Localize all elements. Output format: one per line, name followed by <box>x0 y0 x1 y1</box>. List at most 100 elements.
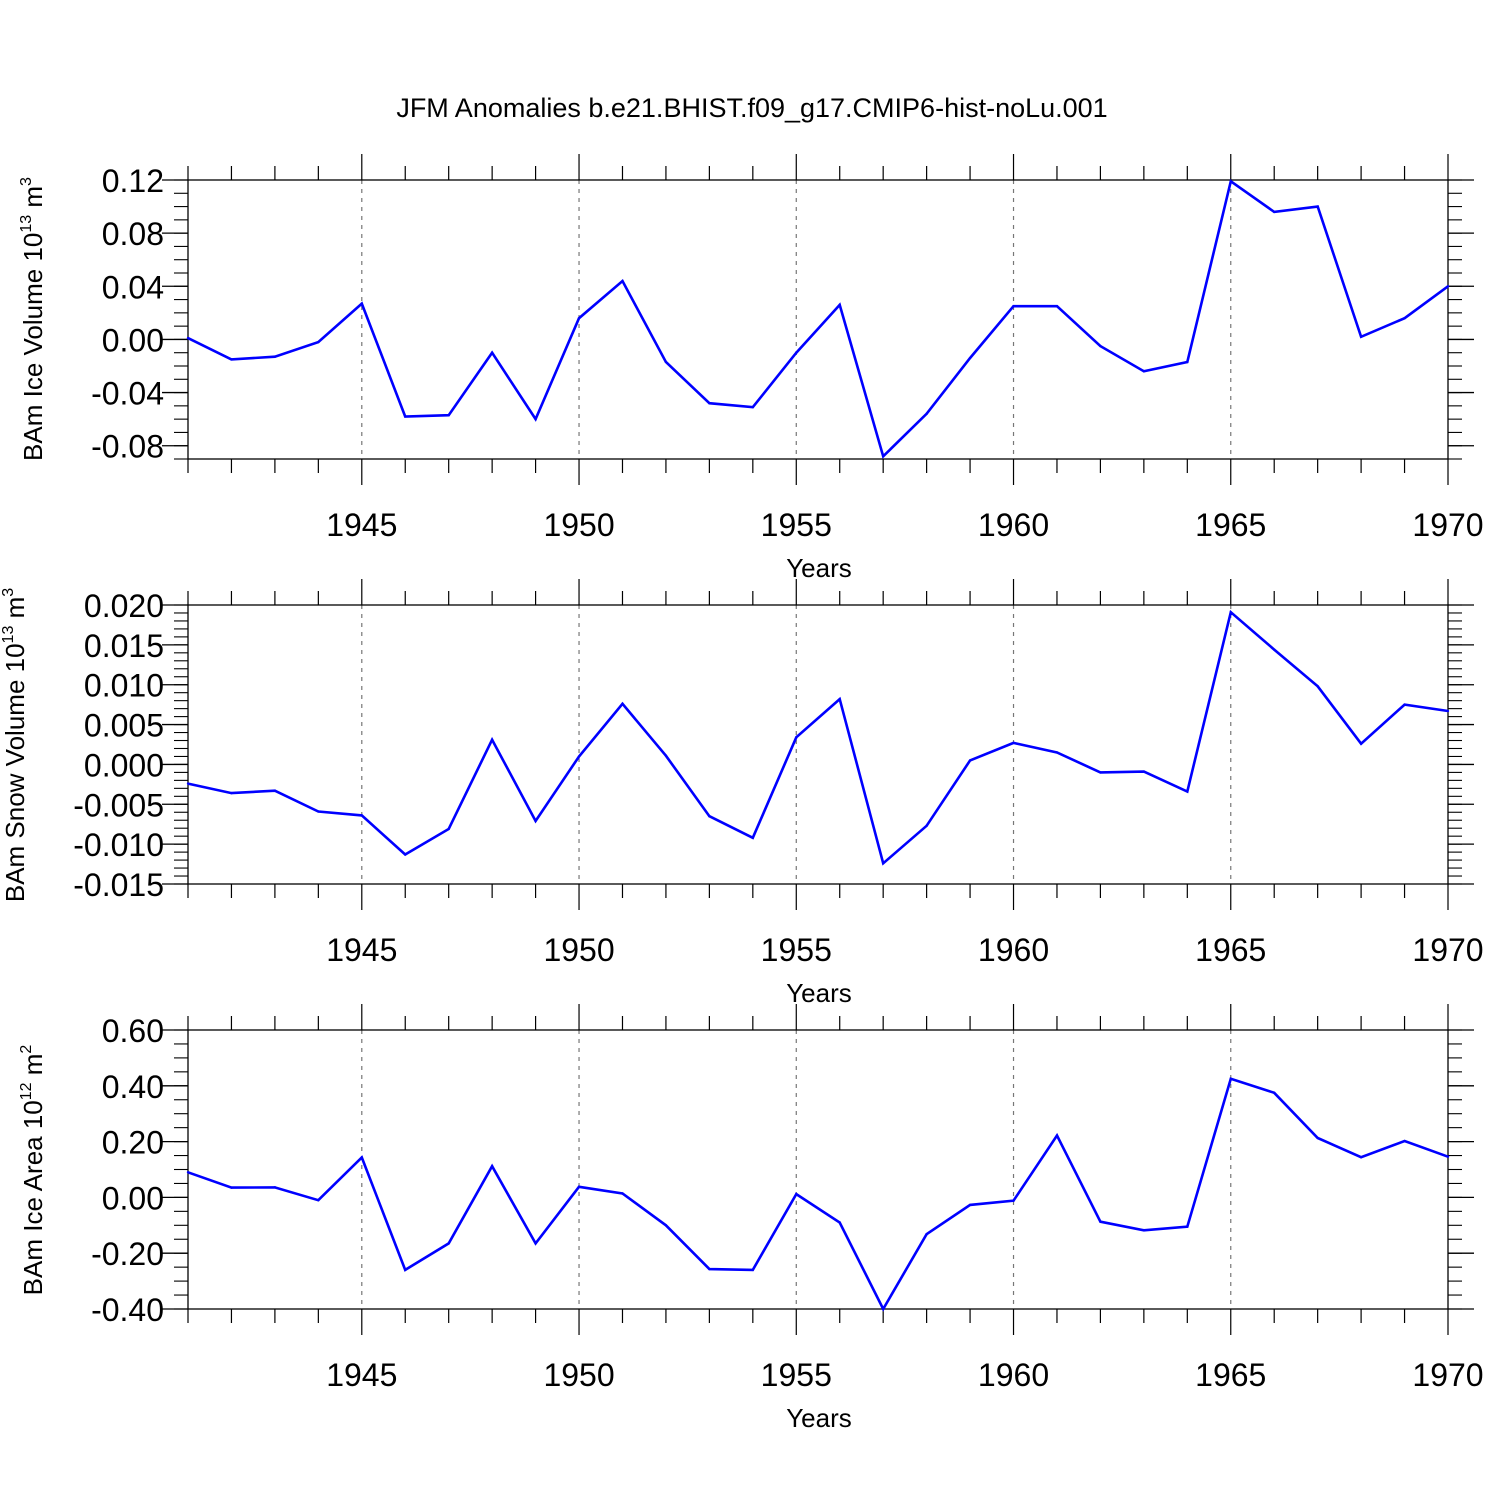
panel-snow-volume-data-point <box>534 819 537 823</box>
panel-ice-area-data-point <box>1012 1199 1015 1202</box>
panel-ice-area-data-point <box>838 1221 841 1224</box>
panel-snow-volume-xtick-label: 1970 <box>1412 932 1483 968</box>
panel-ice-area-data-point <box>621 1192 624 1195</box>
panel-snow-volume-data-point <box>1142 770 1146 773</box>
panel-ice-volume-data-point <box>795 351 798 354</box>
panel-ice-volume-xtick-label: 1955 <box>761 507 832 543</box>
panel-snow-volume-data-point <box>447 827 450 831</box>
panel-ice-area-data-point <box>273 1186 277 1189</box>
panel-ice-volume-xtick-label: 1965 <box>1195 507 1266 543</box>
panel-snow-volume-data-point <box>317 810 320 813</box>
panel-ice-area-data-point <box>1229 1077 1232 1081</box>
panel-ice-area-data-point <box>230 1186 233 1189</box>
panel-ice-volume-xtick-label: 1950 <box>543 507 614 543</box>
panel-ice-area-xtick-label: 1950 <box>543 1357 614 1393</box>
panel-ice-volume-data-point <box>360 302 363 305</box>
panel-snow-volume-xtick-label: 1955 <box>761 932 832 968</box>
panel-ice-area-ytick-label: -0.20 <box>91 1236 164 1272</box>
panel-snow-volume-data-point <box>577 755 581 758</box>
panel-ice-area-ytick-label: 0.60 <box>102 1013 164 1049</box>
panel-snow-volume-data-point <box>838 697 841 701</box>
panel-snow-volume-series-line <box>187 609 1449 866</box>
panel-snow-volume-ytick-label: -0.010 <box>73 827 164 863</box>
panel-ice-volume-xtick-label: 1960 <box>978 507 1049 543</box>
panel-ice-area-data-point <box>186 1171 190 1174</box>
panel-ice-area-data-point <box>751 1268 755 1272</box>
panel-ice-volume-data-point <box>881 455 885 458</box>
panel-ice-area-data-point <box>925 1233 928 1236</box>
panel-snow-volume-data-point <box>925 824 928 828</box>
panel-snow-volume-data-point <box>273 789 277 792</box>
panel-ice-area-ytick-label: 0.20 <box>102 1125 164 1161</box>
panel-ice-area-data-point <box>404 1268 407 1272</box>
panel-ice-volume-data-point <box>1446 285 1450 288</box>
panel-ice-area-series-line <box>187 1077 1449 1312</box>
panel-snow-volume-data-point <box>1099 771 1102 774</box>
panel-snow-volume-data-point <box>621 702 624 706</box>
panel-ice-volume-data-point <box>1186 360 1189 364</box>
panel-snow-volume-data-point <box>1273 648 1276 651</box>
panel-ice-area-data-point <box>1446 1155 1450 1158</box>
panel-snow-volume-data-point <box>795 736 798 739</box>
panel-ice-area-data-point <box>490 1164 494 1168</box>
panel-snow-volume-data-point <box>186 782 190 785</box>
panel-ice-volume-data-point <box>1099 344 1102 348</box>
panel-ice-volume-ytick-label: 0.08 <box>102 216 164 252</box>
panel-ice-volume-xlabel: Years <box>786 553 852 583</box>
panel-snow-volume-data-point <box>1229 610 1232 614</box>
panel-ice-area-data-point <box>317 1198 320 1202</box>
panel-ice-area-ylabel: BAm Ice Area 1012 m2 <box>18 1045 48 1296</box>
panel-ice-volume-data-point <box>577 316 581 320</box>
panel-ice-area: BAm Ice Area 1012 m2 Years 1945 1950 1955 1… <box>18 1004 1484 1433</box>
panel-ice-area-ytick-label: -0.40 <box>91 1292 164 1328</box>
panel-ice-area-xtick-label: 1955 <box>761 1357 832 1393</box>
panel-ice-volume-data-point <box>1359 335 1363 338</box>
panel-snow-volume-data-point <box>968 759 972 762</box>
panel-ice-volume-data-point <box>664 360 668 364</box>
panel-ice-area-data-point <box>534 1242 537 1245</box>
panel-ice-volume-data-point <box>621 279 624 283</box>
panel-ice-area-data-point <box>1186 1225 1189 1228</box>
panel-snow-volume-data-point <box>1186 790 1189 793</box>
panel-ice-area-data-point <box>1359 1156 1363 1159</box>
panel-snow-volume-data-point <box>230 791 233 795</box>
panel-ice-volume-data-point <box>968 356 972 360</box>
panel-snow-volume-ytick-label: 0.005 <box>84 708 164 744</box>
panel-ice-volume-data-point <box>447 413 450 417</box>
panel-ice-volume-data-point <box>273 355 277 358</box>
panel-ice-volume-data-point <box>1229 180 1232 183</box>
panel-ice-volume-data-point <box>925 412 928 416</box>
panel-ice-volume-data-point <box>1142 370 1146 373</box>
panel-ice-volume: BAm Ice Volume 1013 m3 Years 1945 1950 195… <box>18 154 1484 583</box>
panel-snow-volume-data-point <box>1316 685 1319 688</box>
panel-ice-volume-data-point <box>1012 305 1015 308</box>
panel-snow-volume-data-point <box>881 862 885 865</box>
panel-ice-volume-ytick-label: 0.00 <box>102 322 164 358</box>
panel-ice-area-xtick-label: 1960 <box>978 1357 1049 1393</box>
panel-ice-area-data-point <box>447 1242 450 1245</box>
panel-snow-volume-data-point <box>490 738 494 741</box>
panel-ice-volume-ytick-label: 0.12 <box>102 163 164 199</box>
panel-snow-volume-xlabel: Years <box>786 978 852 1008</box>
panel-ice-area-data-point <box>577 1185 581 1188</box>
panel-ice-area-xtick-label: 1970 <box>1412 1357 1483 1393</box>
panel-ice-area-ytick-label: 0.40 <box>102 1069 164 1105</box>
panel-snow-volume-data-point <box>404 853 407 856</box>
panel-ice-area-data-point <box>708 1267 711 1271</box>
panel-ice-volume-data-point <box>751 405 755 409</box>
panel-snow-volume-ytick-label: 0.020 <box>84 588 164 624</box>
panel-snow-volume-data-point <box>708 815 711 818</box>
panel-ice-area-data-point <box>1316 1136 1319 1140</box>
panel-ice-volume-series-line <box>187 179 1449 459</box>
panel-ice-area-xlabel: Years <box>786 1403 852 1433</box>
panel-snow-volume-ytick-label: 0.015 <box>84 628 164 664</box>
panel-ice-volume-data-point <box>1273 210 1276 214</box>
panel-ice-volume-frame <box>187 179 1449 460</box>
panel-ice-volume-data-point <box>404 415 407 418</box>
panel-ice-volume-data-point <box>534 417 537 421</box>
panel-ice-volume-data-point <box>1316 205 1319 208</box>
panel-snow-volume-ytick-label: 0.000 <box>84 747 164 783</box>
panel-ice-volume-xtick-label: 1970 <box>1412 507 1483 543</box>
panel-ice-volume-data-point <box>490 351 494 354</box>
